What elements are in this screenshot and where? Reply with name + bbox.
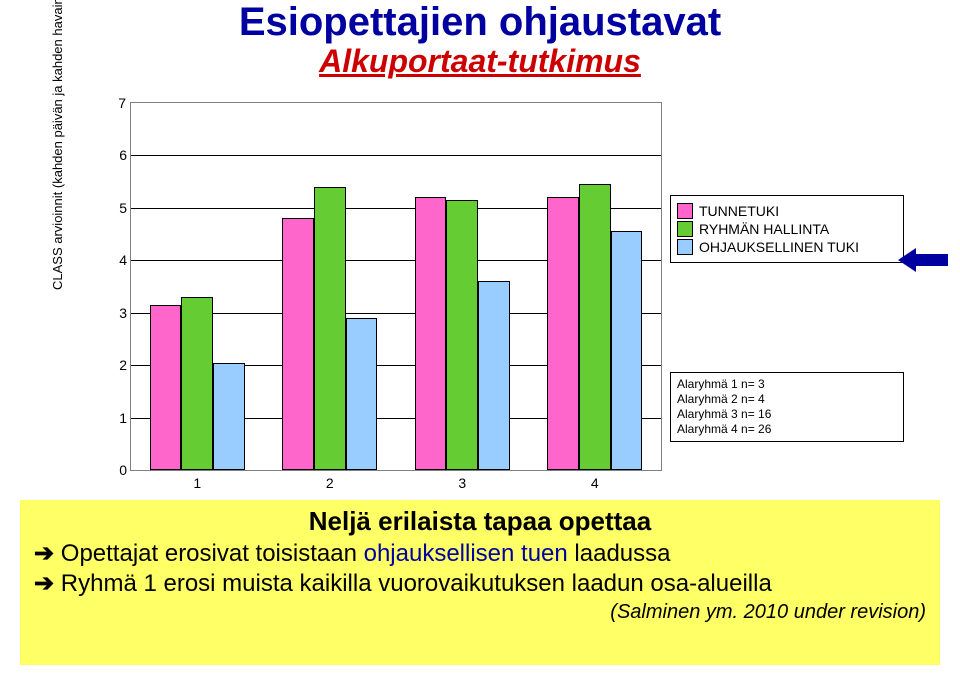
- n-box-line: Alaryhmä 3 n= 16: [677, 407, 897, 422]
- gridline: [131, 155, 661, 156]
- legend-row: TUNNETUKI: [677, 203, 897, 219]
- y-tick-7: 7: [106, 95, 126, 111]
- y-axis-label: CLASS arvioinnit (kahden päivän ja kahde…: [50, 0, 65, 290]
- n-box-line: Alaryhmä 4 n= 26: [677, 422, 897, 437]
- highlight-line: ➔ Ryhmä 1 erosi muista kaikilla vuorovai…: [34, 569, 926, 599]
- legend: TUNNETUKI RYHMÄN HALLINTA OHJAUKSELLINEN T…: [670, 195, 904, 263]
- y-tick: 3: [107, 305, 127, 321]
- arrow-indicator-icon: [898, 248, 948, 272]
- legend-row: OHJAUKSELLINEN TUKI: [677, 239, 897, 255]
- x-tick: 3: [458, 475, 466, 491]
- y-tick: 2: [107, 357, 127, 373]
- highlight-line: ➔ Opettajat erosivat toisistaan ohjaukse…: [34, 539, 926, 569]
- bar: [547, 197, 579, 470]
- legend-label: RYHMÄN HALLINTA: [699, 221, 829, 237]
- bar: [282, 218, 314, 470]
- n-box-line: Alaryhmä 2 n= 4: [677, 392, 897, 407]
- x-tick: 2: [326, 475, 334, 491]
- bar: [611, 231, 643, 470]
- bar: [213, 363, 245, 470]
- y-tick: 0: [107, 462, 127, 478]
- bar: [579, 184, 611, 470]
- y-tick: 1: [107, 410, 127, 426]
- title-sub: Alkuportaat-tutkimus: [120, 44, 840, 79]
- highlight-emph: ohjauksellisen tuen: [364, 540, 568, 567]
- y-tick: 4: [107, 252, 127, 268]
- x-tick: 4: [591, 475, 599, 491]
- highlight-box: Neljä erilaista tapaa opettaa ➔ Opettaja…: [20, 500, 940, 665]
- x-tick: 1: [193, 475, 201, 491]
- legend-row: RYHMÄN HALLINTA: [677, 221, 897, 237]
- bar: [314, 187, 346, 470]
- legend-swatch: [677, 239, 693, 255]
- y-tick: 5: [107, 200, 127, 216]
- slide: Esiopettajien ohjaustavat Alkuportaat-tu…: [0, 0, 960, 689]
- arrow-icon: ➔: [34, 570, 54, 597]
- bar: [346, 318, 378, 470]
- title-main: Esiopettajien ohjaustavat: [120, 0, 840, 44]
- legend-label: OHJAUKSELLINEN TUKI: [699, 239, 859, 255]
- legend-swatch: [677, 203, 693, 219]
- n-box: Alaryhmä 1 n= 3Alaryhmä 2 n= 4Alaryhmä 3…: [670, 372, 904, 442]
- legend-label: TUNNETUKI: [699, 203, 779, 219]
- chart-box: 01234561234: [130, 102, 662, 471]
- bar: [181, 297, 213, 470]
- plot-area: 01234561234: [131, 103, 661, 470]
- bar: [478, 281, 510, 470]
- highlight-text: Opettajat erosivat toisistaan: [54, 540, 364, 567]
- highlight-cite: (Salminen ym. 2010 under revision): [34, 601, 926, 624]
- highlight-title: Neljä erilaista tapaa opettaa: [34, 506, 926, 537]
- n-box-line: Alaryhmä 1 n= 3: [677, 377, 897, 392]
- highlight-lines: ➔ Opettajat erosivat toisistaan ohjaukse…: [34, 539, 926, 599]
- highlight-text: Ryhmä 1 erosi muista kaikilla vuorovaiku…: [54, 570, 772, 597]
- y-tick: 6: [107, 147, 127, 163]
- bar: [150, 305, 182, 470]
- bar: [415, 197, 447, 470]
- bar: [446, 200, 478, 470]
- legend-swatch: [677, 221, 693, 237]
- highlight-text: laadussa: [568, 540, 671, 567]
- title-block: Esiopettajien ohjaustavat Alkuportaat-tu…: [120, 0, 840, 79]
- arrow-icon: ➔: [34, 540, 54, 567]
